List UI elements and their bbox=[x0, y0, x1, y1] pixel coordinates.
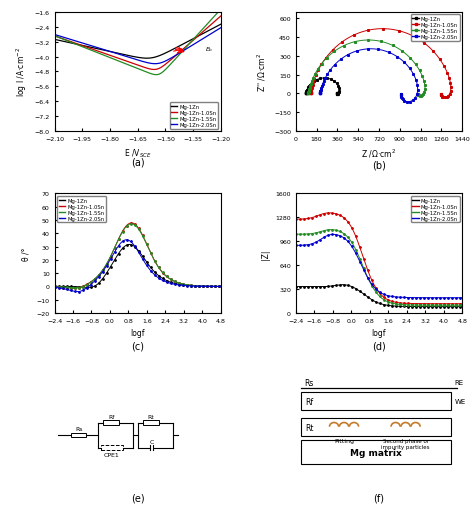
Text: WE: WE bbox=[455, 398, 466, 405]
Legend: Mg-1Zn, Mg-1Zn-1.0Sn, Mg-1Zn-1.5Sn, Mg-1Zn-2.0Sn: Mg-1Zn, Mg-1Zn-1.0Sn, Mg-1Zn-1.5Sn, Mg-1… bbox=[411, 197, 459, 223]
Legend: Mg-1Zn, Mg-1Zn-1.0Sn, Mg-1Zn-1.5Sn, Mg-1Zn-2.0Sn: Mg-1Zn, Mg-1Zn-1.0Sn, Mg-1Zn-1.5Sn, Mg-1… bbox=[411, 15, 459, 41]
Text: Rf: Rf bbox=[108, 414, 114, 419]
Legend: Mg-1Zn, Mg-1Zn-1.0Sn, Mg-1Zn-1.5Sn, Mg-1Zn-2.0Sn: Mg-1Zn, Mg-1Zn-1.0Sn, Mg-1Zn-1.5Sn, Mg-1… bbox=[57, 197, 106, 223]
Text: Second phase or
impurity particles: Second phase or impurity particles bbox=[381, 438, 430, 449]
X-axis label: logf: logf bbox=[130, 329, 145, 338]
Text: (f): (f) bbox=[374, 493, 384, 503]
Bar bbox=[301, 392, 450, 411]
Text: Rf: Rf bbox=[305, 397, 313, 406]
Bar bbox=[301, 440, 450, 464]
Text: (d): (d) bbox=[372, 341, 386, 351]
Y-axis label: log I /A·cm$^{-2}$: log I /A·cm$^{-2}$ bbox=[14, 47, 29, 97]
Y-axis label: Z'' /Ω·cm$^2$: Z'' /Ω·cm$^2$ bbox=[256, 53, 268, 92]
Bar bbox=[71, 433, 86, 437]
X-axis label: Z /Ω·cm$^2$: Z /Ω·cm$^2$ bbox=[362, 147, 396, 160]
Text: (a): (a) bbox=[131, 158, 145, 168]
Text: Pitting: Pitting bbox=[334, 438, 354, 443]
Text: Rt: Rt bbox=[147, 414, 155, 419]
Text: Rs: Rs bbox=[304, 378, 313, 387]
Text: Rs: Rs bbox=[75, 427, 82, 432]
Text: C: C bbox=[149, 439, 154, 444]
Text: Mg matrix: Mg matrix bbox=[350, 447, 401, 457]
Bar bbox=[101, 445, 123, 450]
Y-axis label: θ /°: θ /° bbox=[22, 247, 31, 261]
Legend: Mg-1Zn, Mg-1Zn-1.0Sn, Mg-1Zn-1.5Sn, Mg-1Zn-2.0Sn: Mg-1Zn, Mg-1Zn-1.0Sn, Mg-1Zn-1.5Sn, Mg-1… bbox=[170, 103, 218, 129]
Bar bbox=[301, 418, 450, 436]
Text: RE: RE bbox=[455, 379, 464, 385]
Text: (c): (c) bbox=[131, 341, 144, 351]
Text: CPE1: CPE1 bbox=[104, 452, 120, 457]
Bar bbox=[143, 421, 159, 425]
Text: Rt: Rt bbox=[305, 423, 313, 432]
Text: $E_b$: $E_b$ bbox=[205, 45, 214, 54]
Text: (b): (b) bbox=[372, 160, 386, 170]
Bar bbox=[103, 421, 119, 425]
X-axis label: E /V$_{SCE}$: E /V$_{SCE}$ bbox=[124, 147, 152, 160]
Text: (e): (e) bbox=[131, 493, 145, 503]
Y-axis label: |Z|: |Z| bbox=[261, 248, 270, 259]
X-axis label: logf: logf bbox=[372, 329, 386, 338]
